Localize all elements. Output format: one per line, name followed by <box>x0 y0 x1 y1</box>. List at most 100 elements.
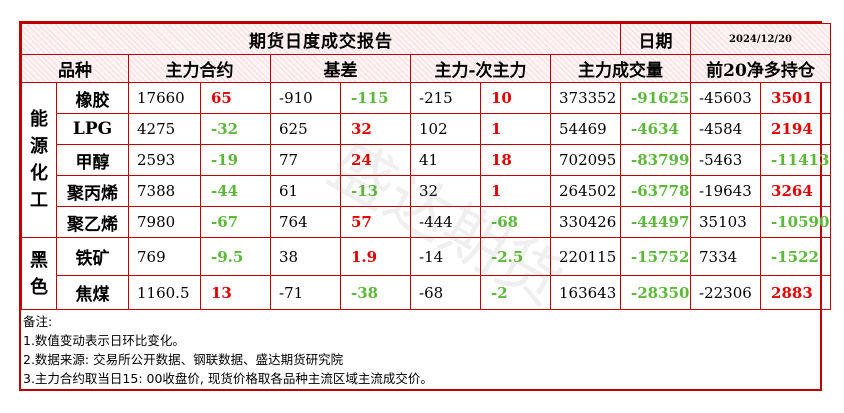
value-cell: 2593 <box>128 144 201 176</box>
value-cell: 77 <box>270 144 341 176</box>
header-row: 品种 主力合约 基差 主力-次主力 主力成交量 前20净多持仓 <box>21 54 832 83</box>
value-cell: -68 <box>410 275 481 310</box>
change-value: -91625 <box>620 82 692 114</box>
change-value: 32 <box>340 113 411 145</box>
value-cell: 7334 <box>690 237 762 276</box>
change-value: -115 <box>340 82 411 114</box>
value-cell: -910 <box>270 82 341 114</box>
change-value: -10590 <box>760 206 832 238</box>
change-value: -4634 <box>620 113 692 145</box>
header-product: 品种 <box>21 54 129 83</box>
value-cell: 220115 <box>549 237 622 276</box>
header-main-volume: 主力成交量 <box>549 54 692 83</box>
group-label: 黑色 <box>21 237 57 310</box>
value-cell: 7388 <box>128 175 201 207</box>
product-name: 铁矿 <box>56 237 129 276</box>
product-name: LPG <box>56 113 129 145</box>
change-value: -63778 <box>620 175 692 207</box>
value-cell: -14 <box>410 237 481 276</box>
value-cell: 702095 <box>549 144 622 176</box>
change-value: -44 <box>200 175 271 207</box>
change-value: -2.5 <box>480 237 551 276</box>
change-value: -68 <box>480 206 551 238</box>
data-row: 能源化工 橡胶 17660 65 -910 -115 -215 10 373352 -91625-… <box>21 82 832 238</box>
value-cell: -71 <box>270 275 341 310</box>
product-name: 聚乙烯 <box>56 206 129 238</box>
change-value: 57 <box>340 206 411 238</box>
value-cell: 38 <box>270 237 341 276</box>
report-title: 期货日度成交报告 <box>20 23 622 55</box>
header-top20-net-long: 前20净多持仓 <box>690 54 832 83</box>
value-cell: -19643 <box>690 175 762 207</box>
value-cell: 54469 <box>549 113 622 145</box>
header-main-contract: 主力合约 <box>128 54 271 83</box>
value-cell: -5463 <box>690 144 762 176</box>
value-cell: 17660 <box>128 82 201 114</box>
change-value: -11413 <box>760 144 832 176</box>
value-cell: 163643 <box>549 275 622 310</box>
change-value: 1 <box>480 113 551 145</box>
change-value: 24 <box>340 144 411 176</box>
value-cell: 764 <box>270 206 341 238</box>
report-body: 期货日度成交报告 日期 2024/12/20 品种 主力合约 基差 主力-次主力… <box>20 23 832 310</box>
change-value: -32 <box>200 113 271 145</box>
value-cell: -444 <box>410 206 481 238</box>
header-basis: 基差 <box>270 54 411 83</box>
value-cell: -22306 <box>690 275 762 310</box>
change-value: 1 <box>480 175 551 207</box>
data-row: 聚乙烯 7980 -67 764 57 -444 -68 330426 -44497 35103-… <box>22 206 832 238</box>
group-label: 能源化工 <box>21 82 57 238</box>
report-frame: 期货日度成交报告 日期 2024/12/20 品种 主力合约 基差 主力-次主力… <box>19 21 832 391</box>
change-value: -9.5 <box>200 237 271 276</box>
change-value: 2194 <box>760 113 832 145</box>
data-row: 聚丙烯 7388 -44 61 -13 32 1 264502 -63778 -19643 3264 <box>22 175 832 207</box>
change-value: -13 <box>340 175 411 207</box>
data-row: 焦煤 1160.5 13 -71 -38 -68 -2 163643 -28350 -22306 2… <box>22 275 832 310</box>
product-name: 焦煤 <box>56 275 129 310</box>
change-value: 10 <box>480 82 551 114</box>
change-value: 2883 <box>760 275 832 310</box>
change-value: -83799 <box>620 144 692 176</box>
value-cell: 373352 <box>549 82 622 114</box>
change-value: 13 <box>200 275 271 310</box>
change-value: -2 <box>480 275 551 310</box>
value-cell: -215 <box>410 82 481 114</box>
change-value: -1522 <box>760 237 832 276</box>
data-row: 黑色铁矿769-9.5381.9-14-2.5220115-1575267334… <box>21 237 832 310</box>
value-cell: -45603 <box>690 82 762 114</box>
change-value: -28350 <box>620 275 692 310</box>
change-value: 65 <box>200 82 271 114</box>
title-row: 期货日度成交报告 日期 2024/12/20 <box>20 23 832 55</box>
note-line: 2.数据来源: 交易所公开数据、钢联数据、盛达期货研究院 <box>23 352 344 367</box>
date-value: 2024/12/20 <box>690 23 832 55</box>
data-row: LPG 4275 -32 625 32 102 1 54469 -4634 -4584 2194 <box>22 113 832 145</box>
report-table: 期货日度成交报告 日期 2024/12/20 品种 主力合约 基差 主力-次主力… <box>20 23 832 310</box>
change-value: 18 <box>480 144 551 176</box>
change-value: -38 <box>340 275 411 310</box>
note-line: 1.数值变动表示日环比变化。 <box>23 333 185 348</box>
value-cell: 264502 <box>549 175 622 207</box>
note-line: 3.主力合约取当日15: 00收盘价, 现货价格取各品种主流区域主流成交价。 <box>23 371 433 386</box>
value-cell: -4584 <box>690 113 762 145</box>
header-main-sub-spread: 主力-次主力 <box>410 54 551 83</box>
date-label: 日期 <box>620 23 692 55</box>
change-value: -67 <box>200 206 271 238</box>
change-value: -44497 <box>620 206 692 238</box>
product-name: 甲醇 <box>56 144 129 176</box>
value-cell: 1160.5 <box>128 275 201 310</box>
notes-heading: 备注: <box>23 314 53 329</box>
notes-section: 备注: 1.数值变动表示日环比变化。 2.数据来源: 交易所公开数据、钢联数据、… <box>21 311 824 389</box>
change-value: 3264 <box>760 175 832 207</box>
value-cell: 625 <box>270 113 341 145</box>
value-cell: 330426 <box>549 206 622 238</box>
value-cell: 35103 <box>690 206 762 238</box>
value-cell: 32 <box>410 175 481 207</box>
value-cell: 769 <box>128 237 201 276</box>
value-cell: 7980 <box>128 206 201 238</box>
change-value: -157526 <box>620 237 692 276</box>
change-value: 3501 <box>760 82 832 114</box>
product-name: 聚丙烯 <box>56 175 129 207</box>
value-cell: 61 <box>270 175 341 207</box>
change-value: -19 <box>200 144 271 176</box>
value-cell: 102 <box>410 113 481 145</box>
